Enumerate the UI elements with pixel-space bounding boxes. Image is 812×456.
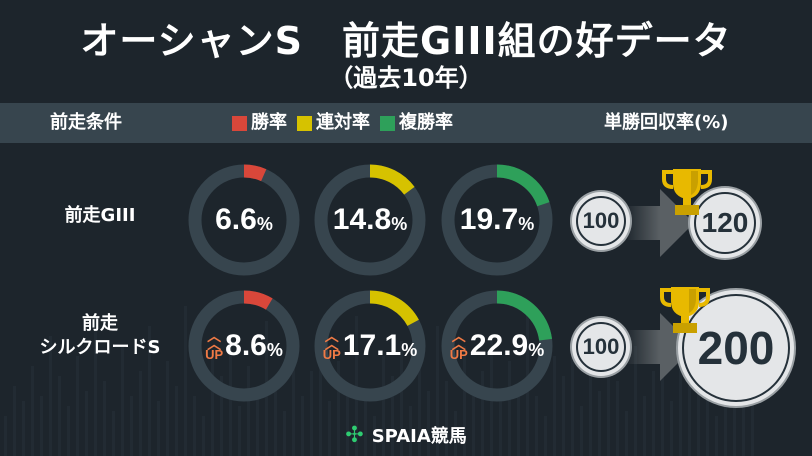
place2-rate-swatch (297, 115, 312, 131)
row-label-line1: 前走GIII (64, 205, 136, 226)
trophy-icon (660, 287, 710, 333)
place3-rate-swatch (380, 115, 395, 131)
double-chevron-up-icon: ︿ ︿ UP (205, 327, 224, 362)
row-label-g3: 前走GIII (30, 204, 170, 228)
legend-place2-rate: 連対率 (316, 112, 370, 133)
percent-sign: % (266, 339, 283, 360)
coin-base: 100 (572, 192, 630, 250)
footer-brand: ✣ SPAIA競馬 (0, 422, 812, 448)
place2-rate-value: 14.8 (332, 203, 392, 236)
percent-sign: % (391, 213, 408, 234)
legend-win-rate: 勝率 (251, 112, 287, 133)
page-subtitle: （過去10年） (329, 64, 483, 92)
percent-sign: % (256, 213, 273, 234)
up-label: UP (322, 346, 341, 362)
place3-rate-value: 22.9 (469, 329, 529, 362)
trophy-icon (662, 169, 712, 215)
up-label: UP (449, 346, 468, 362)
place2-rate-ring-silkroad: ︿ ︿ UP 17.1% (314, 290, 426, 402)
win-rate-value: 6.6 (215, 203, 257, 236)
place3-rate-ring-g3: 19.7% (441, 164, 553, 276)
win-rate-ring-silkroad: ︿ ︿ UP 8.6% (188, 290, 300, 402)
roi-value: 120 (701, 207, 749, 238)
brand-name: SPAIA競馬 (371, 426, 467, 447)
roi-column-header: 単勝回収率(%) (604, 112, 729, 133)
background-decoration (0, 256, 812, 456)
row-label-line1: 前走 (82, 313, 118, 334)
row-label-silkroad: 前走 シルクロードS (20, 312, 180, 360)
win-rate-value: 8.6 (225, 329, 267, 362)
percent-sign: % (518, 213, 535, 234)
roi-base-value: 100 (582, 208, 620, 233)
column-header-band: 前走条件 勝率 連対率 複勝率 単勝回収率(%) (0, 103, 812, 143)
percent-sign: % (528, 339, 545, 360)
row-label-line2: シルクロードS (39, 337, 161, 358)
place3-rate-value: 19.7 (459, 203, 519, 236)
place2-rate-value: 17.1 (342, 329, 402, 362)
legend: 勝率 連対率 複勝率 (232, 103, 453, 143)
place3-rate-ring-silkroad: ︿ ︿ UP 22.9% (441, 290, 553, 402)
coin-base: 100 (572, 318, 630, 376)
double-chevron-up-icon: ︿ ︿ UP (449, 327, 468, 362)
arrow-right-icon (628, 330, 660, 364)
coin-roi: 200 (678, 290, 794, 406)
page-title: オーシャンS 前走GIII組の好データ (80, 19, 732, 63)
roi-value: 200 (697, 322, 775, 374)
double-chevron-up-icon: ︿ ︿ UP (322, 327, 341, 362)
up-label: UP (205, 346, 224, 362)
roi-base-value: 100 (582, 334, 620, 359)
percent-sign: % (401, 339, 418, 360)
win-rate-ring-g3: 6.6% (188, 164, 300, 276)
coin-roi: 120 (690, 188, 760, 258)
place2-rate-ring-g3: 14.8% (314, 164, 426, 276)
arrow-right-icon (628, 206, 660, 240)
legend-place3-rate: 複勝率 (399, 112, 453, 133)
spaia-logo-icon: ✣ (345, 422, 364, 448)
condition-column-header: 前走条件 (50, 112, 122, 133)
win-rate-swatch (232, 115, 247, 131)
